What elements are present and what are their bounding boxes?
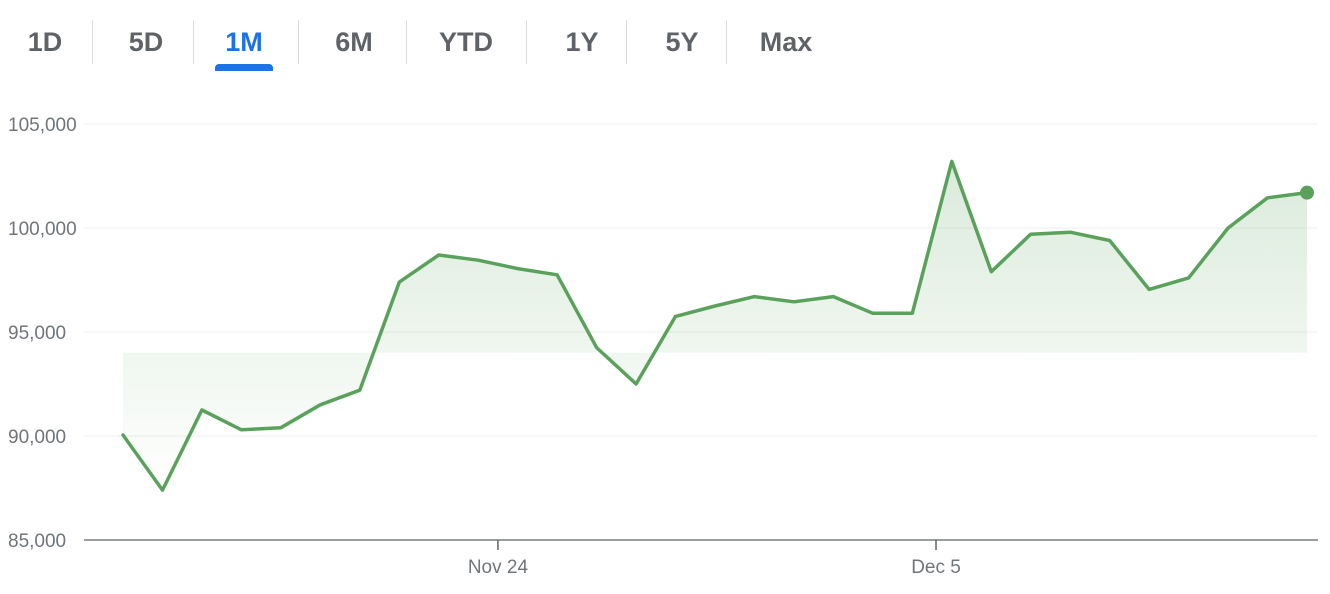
active-tab-indicator xyxy=(215,64,273,71)
tab-5d[interactable]: 5D xyxy=(128,26,164,57)
tab-max[interactable]: Max xyxy=(759,26,813,57)
tab-divider xyxy=(298,20,299,64)
tab-ytd[interactable]: YTD xyxy=(439,26,493,57)
range-tab-bar: 1D 5D 1M 6M YTD 1Y 5Y Max xyxy=(0,0,1330,90)
y-tick-label: 105,000 xyxy=(8,115,77,136)
tab-divider xyxy=(626,20,627,64)
price-line[interactable] xyxy=(121,159,1309,492)
tab-divider xyxy=(92,20,93,64)
y-tick-label: 100,000 xyxy=(8,219,77,240)
tab-divider xyxy=(526,20,527,64)
tab-divider xyxy=(193,20,194,64)
tab-1y[interactable]: 1Y xyxy=(565,26,599,57)
y-tick-label: 90,000 xyxy=(8,427,66,448)
price-area-fill xyxy=(123,161,1307,491)
tab-1d[interactable]: 1D xyxy=(27,26,63,57)
y-tick-label: 85,000 xyxy=(8,531,66,552)
x-tick-label: Dec 5 xyxy=(911,557,961,578)
tab-1m[interactable]: 1M xyxy=(225,26,263,57)
tab-6m[interactable]: 6M xyxy=(335,26,373,57)
y-tick-label: 95,000 xyxy=(8,323,66,344)
tab-5y[interactable]: 5Y xyxy=(665,26,699,57)
tab-divider xyxy=(406,20,407,64)
last-price-point[interactable] xyxy=(1300,185,1314,200)
tab-divider xyxy=(726,20,727,64)
y-axis-labels: 85,000 90,000 95,000 100,000 105,000 xyxy=(8,115,77,552)
x-axis: Nov 24 Dec 5 xyxy=(84,539,1318,578)
x-tick-label: Nov 24 xyxy=(468,557,529,578)
